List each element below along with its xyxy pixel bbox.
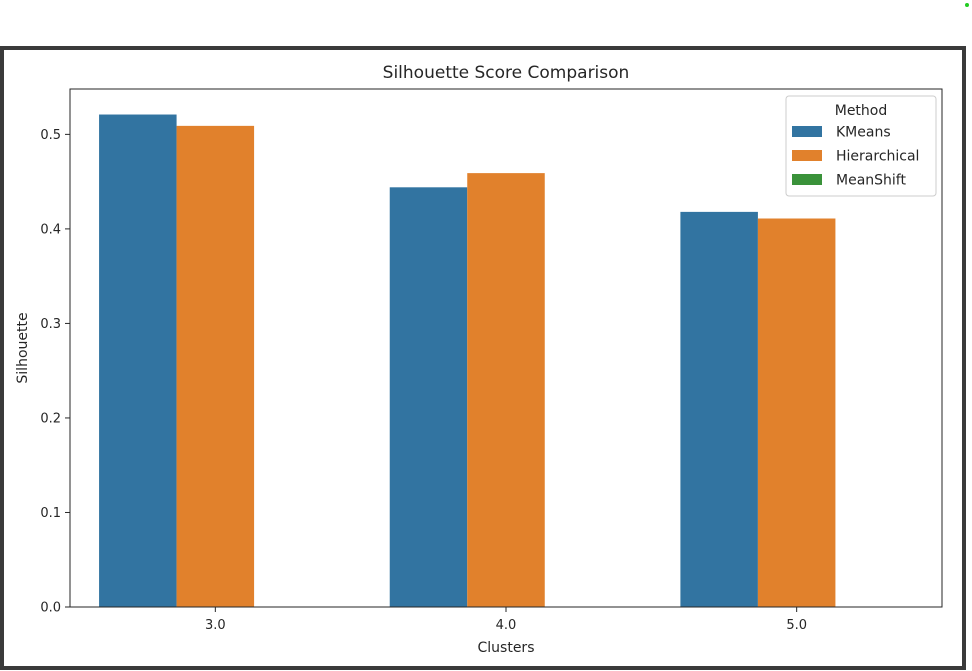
y-tick-label: 0.2 — [40, 411, 61, 426]
y-axis-label: Silhouette — [15, 312, 31, 383]
x-tick-label: 4.0 — [496, 618, 517, 633]
y-tick-label: 0.1 — [40, 506, 61, 521]
y-tick-label: 0.5 — [40, 128, 61, 143]
legend-box — [785, 95, 937, 197]
legend-swatch-meanshift — [792, 174, 822, 185]
bar-hierarchical-5.0 — [757, 218, 836, 607]
bars-layer — [99, 114, 836, 607]
x-tick-label: 3.0 — [205, 618, 226, 633]
y-tick-label: 0.0 — [40, 601, 61, 616]
status-indicator-dot — [965, 3, 969, 7]
bar-hierarchical-4.0 — [467, 173, 545, 607]
y-tick-label: 0.4 — [40, 222, 61, 237]
legend-swatch-hierarchical — [792, 150, 822, 161]
x-axis-label: Clusters — [478, 640, 535, 656]
bar-hierarchical-3.0 — [176, 125, 255, 607]
legend-label-hierarchical: Hierarchical — [836, 149, 919, 165]
bar-kmeans-5.0 — [680, 211, 758, 607]
legend: Method KMeans Hierarchical MeanShift — [785, 95, 937, 197]
legend-title: Method — [835, 103, 888, 119]
legend-label-kmeans: KMeans — [836, 125, 891, 141]
bar-kmeans-4.0 — [389, 187, 468, 607]
legend-label-meanshift: MeanShift — [836, 173, 906, 189]
bar-kmeans-3.0 — [99, 114, 177, 607]
axes-layer: 0.0 0.1 0.2 0.3 0.4 0.5 3.0 4.0 5.0 — [40, 88, 943, 633]
chart-title: Silhouette Score Comparison — [383, 63, 630, 83]
legend-swatch-kmeans — [792, 126, 822, 137]
x-tick-label: 5.0 — [786, 618, 807, 633]
y-tick-label: 0.3 — [40, 317, 61, 332]
